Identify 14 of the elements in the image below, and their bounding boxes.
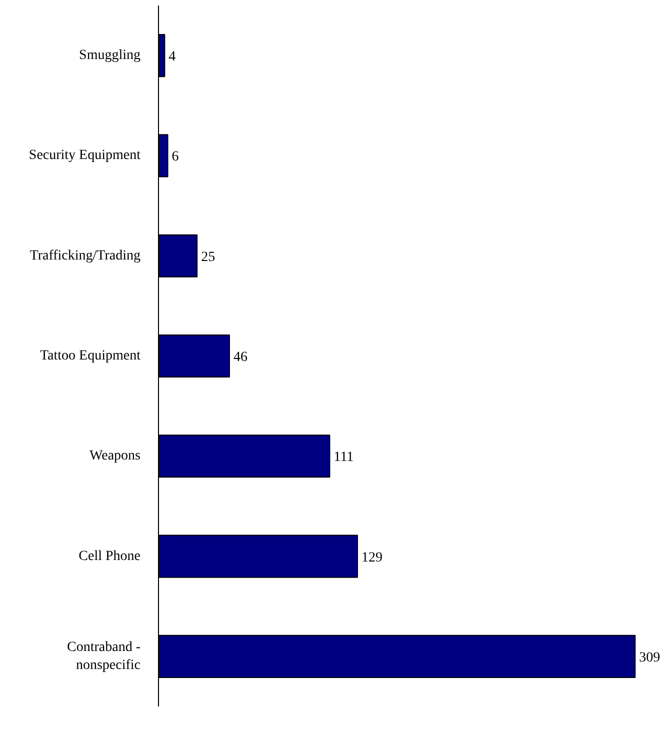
y-tick-label: Cell Phone [78,548,141,564]
data-label: 309 [639,650,660,666]
data-label: 129 [361,550,382,566]
y-tick-label: Weapons [90,448,140,464]
y-tick-label: Tattoo Equipment [40,348,141,364]
data-label: 111 [334,450,354,466]
data-label: 25 [201,250,216,265]
data-label: 46 [233,350,248,365]
y-tick-label: Contraband - nonspecific [67,640,141,673]
y-tick-label: Security Equipment [28,148,141,164]
data-label: 6 [172,150,179,165]
y-tick-label: Smuggling [79,48,141,64]
data-label: 4 [168,50,176,65]
y-tick-label: Trafficking/Trading [30,248,141,264]
